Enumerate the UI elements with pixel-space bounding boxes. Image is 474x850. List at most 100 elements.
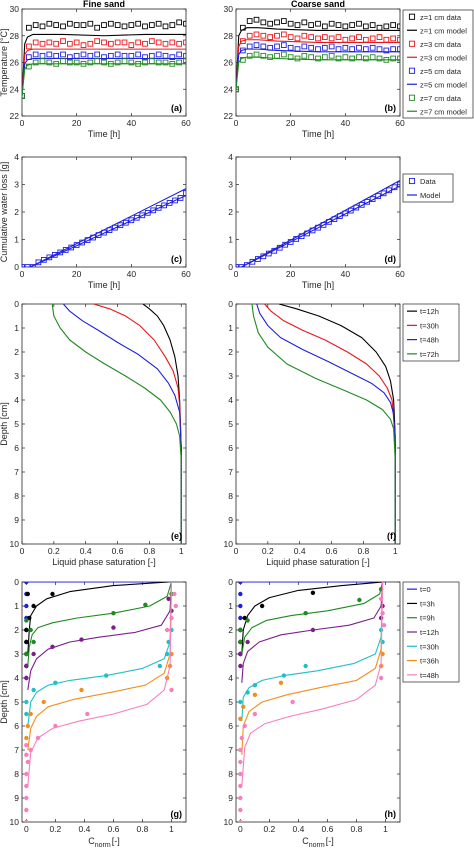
y-tick-label: 7 [14, 745, 19, 755]
series-t-30h-point [303, 663, 308, 669]
y-tick-label: 26 [10, 58, 20, 68]
series-t-30h-point [53, 680, 58, 685]
series-z-7-cm-data-point [335, 55, 342, 62]
y-tick-label: 3 [228, 649, 233, 659]
series-z-3-cm-data-point [142, 40, 148, 47]
series-z-7-cm-data-point [397, 55, 400, 62]
series-z-7-cm-data-point [46, 59, 53, 66]
x-axis-label-main: C [88, 836, 95, 846]
x-tick-label: 0.6 [326, 546, 338, 556]
series-z-5-cm-data-point [239, 47, 246, 54]
series-z-3-cm-data-point [253, 31, 260, 38]
series-z-3-cm-data-point [32, 39, 39, 46]
series-data-point [177, 195, 184, 201]
y-tick-label: 7 [228, 467, 233, 477]
legend-label: t=48h [420, 336, 439, 345]
plot-frame [235, 581, 401, 823]
series-t-9h-point [28, 627, 33, 633]
series-z-7-cm-data-point [176, 59, 183, 66]
panel-label: (h) [385, 809, 397, 819]
y-tick-label: 2 [14, 625, 19, 635]
x-tick-label: 0.8 [137, 824, 149, 834]
series-z-5-cm-data-point [66, 54, 73, 61]
plot-area [22, 19, 186, 99]
series-data-point [128, 217, 135, 224]
y-tick-label: 5 [228, 697, 233, 707]
series-z-3-cm-data-point [315, 35, 321, 42]
x-tick-label: 1 [383, 824, 388, 834]
legend-label: z=1 cm model [420, 26, 467, 35]
series-z-3-cm-data-point [169, 39, 176, 46]
series-z-7-cm-model-line [22, 63, 186, 96]
series-t-48h-point [242, 723, 247, 729]
series-z-1-cm-data-point [390, 22, 397, 28]
x-axis-label: Cnorm[-] [302, 836, 333, 849]
series-z-3-cm-data-point [397, 36, 400, 43]
series-z-5-cm-data-point [308, 44, 315, 51]
series-t-30h-line [27, 582, 173, 727]
series-z-1-cm-data-point [169, 22, 176, 28]
series-z-7-cm-data-point [32, 59, 39, 66]
series-z-1-cm-data-point [253, 16, 260, 23]
series-z-7-cm-data-point [128, 59, 135, 66]
series-data-point [150, 207, 157, 214]
x-axis-label: Liquid phase saturation [-] [52, 557, 156, 567]
series-z-7-cm-data-point [114, 59, 121, 66]
series-data-point [112, 224, 118, 231]
series-z-7-cm-data-point [73, 59, 80, 66]
series-t-30h-point [24, 711, 29, 717]
legend-label: t=0 [420, 585, 431, 594]
legend-label: t=30h [420, 321, 439, 330]
plot-frame [21, 8, 187, 117]
plot-area [251, 304, 396, 544]
series-z-5-cm-data-point [80, 51, 87, 58]
series-t-9h-point [238, 627, 243, 633]
series-z-7-cm-data-point [301, 52, 308, 59]
series-t-3h-line [27, 582, 169, 655]
y-tick-label: 1 [228, 323, 233, 333]
series-z-1-cm-data-point [287, 20, 294, 27]
y-tick-label: 10 [10, 817, 20, 827]
series-z-5-cm-data-point [383, 47, 390, 54]
series-t-48h-point [25, 759, 31, 765]
series-t-36h-line [241, 582, 384, 755]
y-tick-label: 4 [14, 152, 19, 162]
legend-marker [408, 67, 416, 74]
series-z-7-cm-data-point [362, 55, 369, 62]
y-tick-label: 3 [14, 371, 19, 381]
x-axis-label-unit: [-] [112, 836, 120, 846]
y-tick-label: 2 [228, 625, 233, 635]
series-z-3-cm-data-point [321, 34, 328, 40]
series-t-48h-point [238, 807, 243, 813]
series-z-5-cm-data-point [301, 43, 308, 50]
y-tick-label: 10 [224, 539, 234, 549]
legend-label: t=9h [420, 614, 435, 623]
series-z-1-cm-data-point [349, 22, 356, 28]
series-z-5-cm-model-line [236, 48, 400, 90]
panel-b: 0 20 40 60 22 24 26 28 30 Coarse sand Time [h] (b) z… [224, 0, 474, 139]
series-t-48h-point [381, 623, 387, 628]
legend-label: z=5 cm data [420, 67, 462, 76]
series-z-5-cm-data-point [280, 42, 287, 48]
y-tick-label: 7 [228, 745, 233, 755]
y-tick-label: 26 [224, 58, 234, 68]
series-t-12h-point [31, 651, 36, 657]
series-data-point [133, 214, 140, 221]
series-t-30h-point [245, 690, 250, 695]
series-z-5-cm-data-point [94, 51, 101, 58]
y-tick-label: 0 [14, 577, 19, 587]
plot-area [236, 179, 400, 267]
series-z-3-cm-data-point [287, 34, 294, 40]
panel-label: (g) [171, 809, 183, 819]
series-t-12h-point [24, 675, 29, 681]
series-t-48h-line [241, 582, 384, 787]
series-z-1-cm-data-point [148, 22, 155, 28]
legend: z=1 cm data z=1 cm model z=3 cm data z=3 cm… [402, 9, 474, 119]
series-data-point [24, 264, 31, 267]
series-data-point [238, 264, 245, 267]
series-t-0-point [238, 591, 243, 597]
x-tick-label: 0.4 [78, 824, 90, 834]
panel-d: 0 20 40 60 0 1 2 3 4 Time [h] (d) Data Model [228, 152, 454, 290]
y-tick-label: 30 [10, 4, 20, 14]
